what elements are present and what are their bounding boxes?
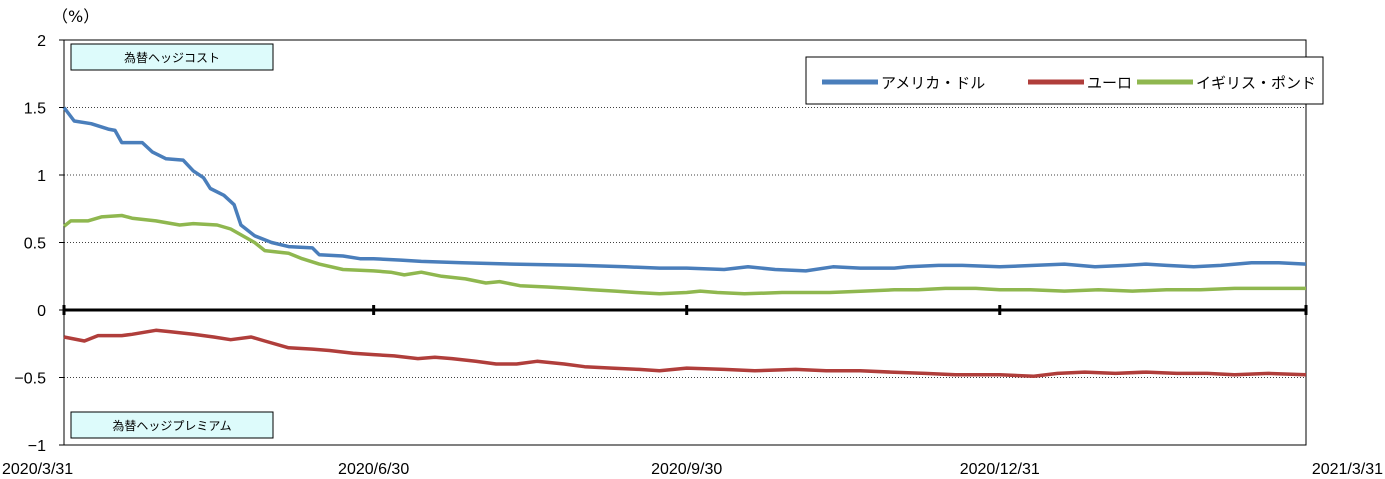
hedge-cost-annotation: 為替ヘッジコスト <box>70 43 274 71</box>
series-layer <box>62 106 1307 378</box>
series-line-1 <box>63 328 1307 378</box>
y-tick-label: 1.5 <box>24 101 46 118</box>
y-tick-label: 2 <box>37 33 46 50</box>
series-line-0 <box>62 106 1307 273</box>
y-axis: 2 1.5 1 0.5 0 −0.5 −1 <box>14 33 64 455</box>
y-tick-label: −0.5 <box>14 371 46 388</box>
y-tick-label: 0 <box>37 303 46 320</box>
unit-label: （%） <box>52 7 99 26</box>
x-tick-label: 2021/3/31 <box>1312 461 1383 478</box>
legend-label-0: アメリカ・ドル <box>881 74 985 92</box>
y-tick-label: 0.5 <box>24 236 46 253</box>
x-tick-label: 2020/6/30 <box>338 461 409 478</box>
hedge-cost-label: 為替ヘッジコスト <box>124 51 220 65</box>
x-tick-label: 2020/3/31 <box>2 461 73 478</box>
x-tick-label: 2020/9/30 <box>651 461 722 478</box>
hedge-premium-label: 為替ヘッジプレミアム <box>112 419 231 433</box>
hedge-premium-annotation: 為替ヘッジプレミアム <box>70 411 274 439</box>
x-tick-label: 2020/12/31 <box>960 461 1040 478</box>
x-axis: 2020/3/31 2020/6/30 2020/9/30 2020/12/31 202… <box>2 305 1383 478</box>
legend: アメリカ・ドル ユーロ イギリス・ポンド <box>805 56 1324 105</box>
series-line-2 <box>62 213 1306 296</box>
y-tick-label: 1 <box>37 168 46 185</box>
y-tick-label: −1 <box>28 438 46 455</box>
legend-label-1: ユーロ <box>1087 74 1132 92</box>
legend-label-2: イギリス・ポンド <box>1196 74 1316 92</box>
